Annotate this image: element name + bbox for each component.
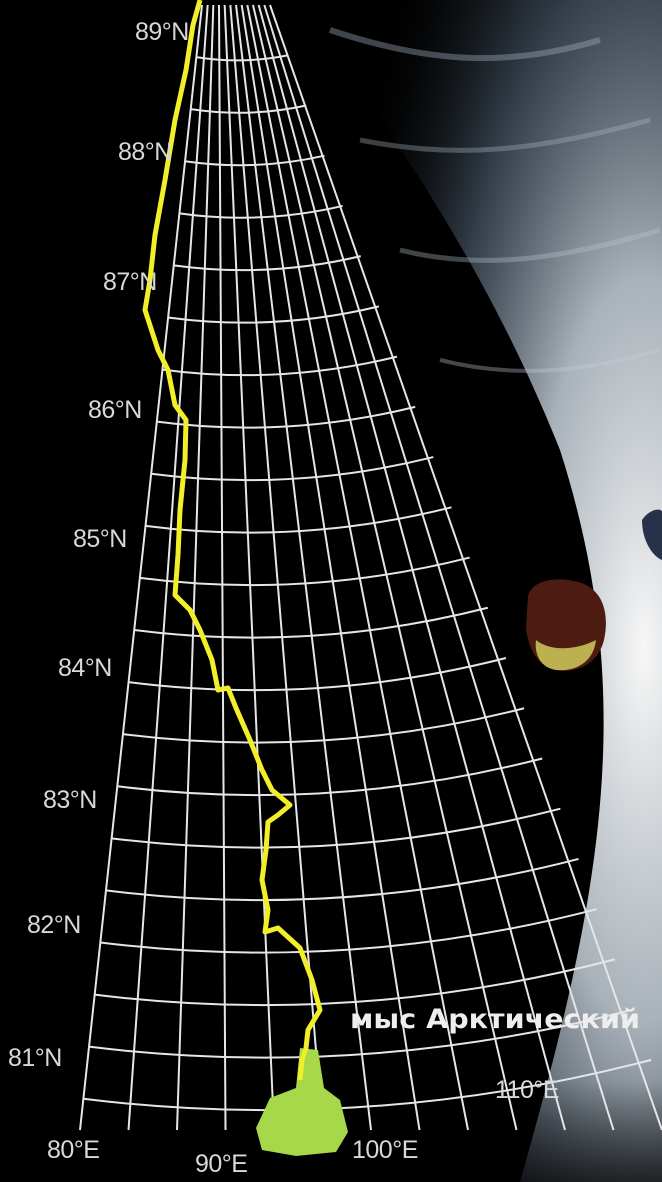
- meridian-line: [223, 4, 275, 1131]
- lat-label-87: 87°N: [103, 268, 157, 296]
- parallel-line: [122, 707, 525, 744]
- lat-label-84: 84°N: [58, 654, 112, 682]
- meridian-line: [176, 4, 215, 1131]
- parallel-line: [100, 908, 597, 954]
- place-label: мыс Арктический: [350, 1004, 640, 1035]
- parallel-line: [184, 154, 325, 167]
- graticule-grid: [79, 4, 662, 1131]
- cape-landmass: [256, 1048, 348, 1156]
- parallel-line: [173, 255, 361, 272]
- parallel-line: [94, 958, 616, 1007]
- lat-label-81: 81°N: [8, 1044, 62, 1072]
- lat-label-85: 85°N: [73, 525, 127, 553]
- lat-label-86: 86°N: [88, 396, 142, 424]
- meridian-line: [127, 4, 209, 1131]
- parallel-line: [196, 54, 289, 62]
- parallel-line: [111, 807, 561, 849]
- route-layer: [142, 0, 348, 1156]
- parallel-line: [105, 857, 579, 902]
- lat-labels: 89°N 88°N 87°N 86°N 85°N 84°N 83°N 82°N …: [8, 18, 189, 1072]
- parallel-line: [151, 456, 434, 482]
- meridian-line: [269, 4, 662, 1131]
- meridian-line: [240, 4, 421, 1131]
- lon-labels: 80°E 90°E 100°E 110°E: [47, 1076, 560, 1178]
- meridian-line: [263, 4, 615, 1131]
- lon-label-100: 100°E: [352, 1136, 418, 1164]
- lat-label-82: 82°N: [27, 911, 81, 939]
- parallel-line: [156, 405, 416, 429]
- meridian-line: [218, 4, 227, 1131]
- parallel-line: [190, 104, 307, 114]
- lon-label-80: 80°E: [47, 1136, 99, 1164]
- lat-label-83: 83°N: [43, 786, 97, 814]
- meridian-line: [235, 4, 372, 1131]
- meridian-line: [246, 4, 469, 1131]
- parallel-line: [139, 556, 470, 587]
- lat-label-88: 88°N: [118, 138, 172, 166]
- parallel-line: [179, 204, 343, 219]
- parallel-line: [162, 355, 398, 377]
- parallel-line: [128, 657, 507, 692]
- meridian-line: [252, 4, 518, 1131]
- meridian-line: [257, 4, 566, 1131]
- parallel-line: [134, 606, 489, 639]
- expedition-route: [142, 0, 323, 1081]
- meridian-line: [229, 4, 324, 1131]
- parallel-line: [83, 1058, 652, 1112]
- parallel-line: [117, 757, 543, 797]
- lon-label-110: 110°E: [495, 1076, 559, 1104]
- parallel-line: [145, 506, 452, 534]
- island-blob: [526, 509, 662, 671]
- parallel-line: [88, 1008, 634, 1059]
- cloud-backdrop: [300, 0, 662, 1182]
- lat-label-89: 89°N: [135, 18, 189, 46]
- parallel-line: [167, 305, 380, 324]
- lon-label-90: 90°E: [195, 1150, 247, 1178]
